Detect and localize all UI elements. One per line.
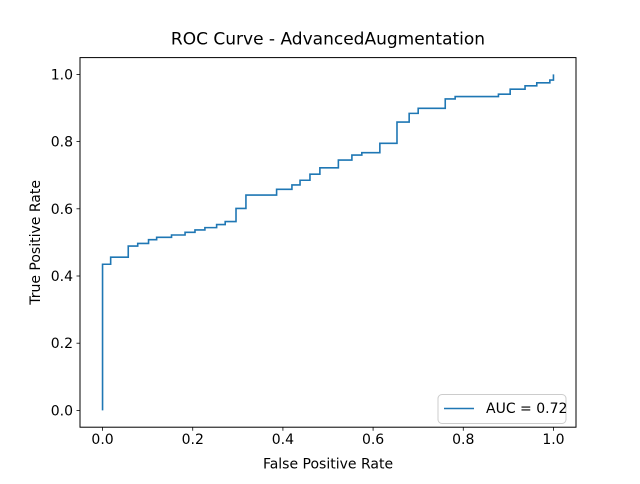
y-axis-ticks: 0.0 0.2 0.4 0.6 0.8 1.0 [51,67,80,419]
chart-title: ROC Curve - AdvancedAugmentation [171,30,485,50]
x-tick-label: 0.8 [452,432,474,448]
y-tick-label: 0.2 [51,336,73,352]
legend-box [437,394,567,424]
axes-border [79,57,577,428]
x-tick-label: 0.4 [272,432,294,448]
x-tick-label: 0.0 [91,432,113,448]
x-tick-label: 0.6 [362,432,384,448]
y-axis-label: True Positive Rate [28,180,44,306]
y-tick-label: 0.6 [51,202,73,218]
y-tick-label: 1.0 [51,67,73,83]
y-tick-label: 0.4 [51,269,73,285]
y-tick-label: 0.8 [51,135,73,151]
plot-area [80,57,576,428]
roc-curve-line [101,74,555,411]
legend-label: AUC = 0.72 [486,401,567,417]
x-axis-label: False Positive Rate [263,457,393,473]
x-axis-ticks: 0.0 0.2 0.4 0.6 0.8 1.0 [91,427,565,448]
legend: AUC = 0.72 [437,394,567,424]
y-tick-label: 0.0 [51,403,73,419]
x-tick-label: 0.2 [182,432,204,448]
x-tick-label: 1.0 [542,432,564,448]
